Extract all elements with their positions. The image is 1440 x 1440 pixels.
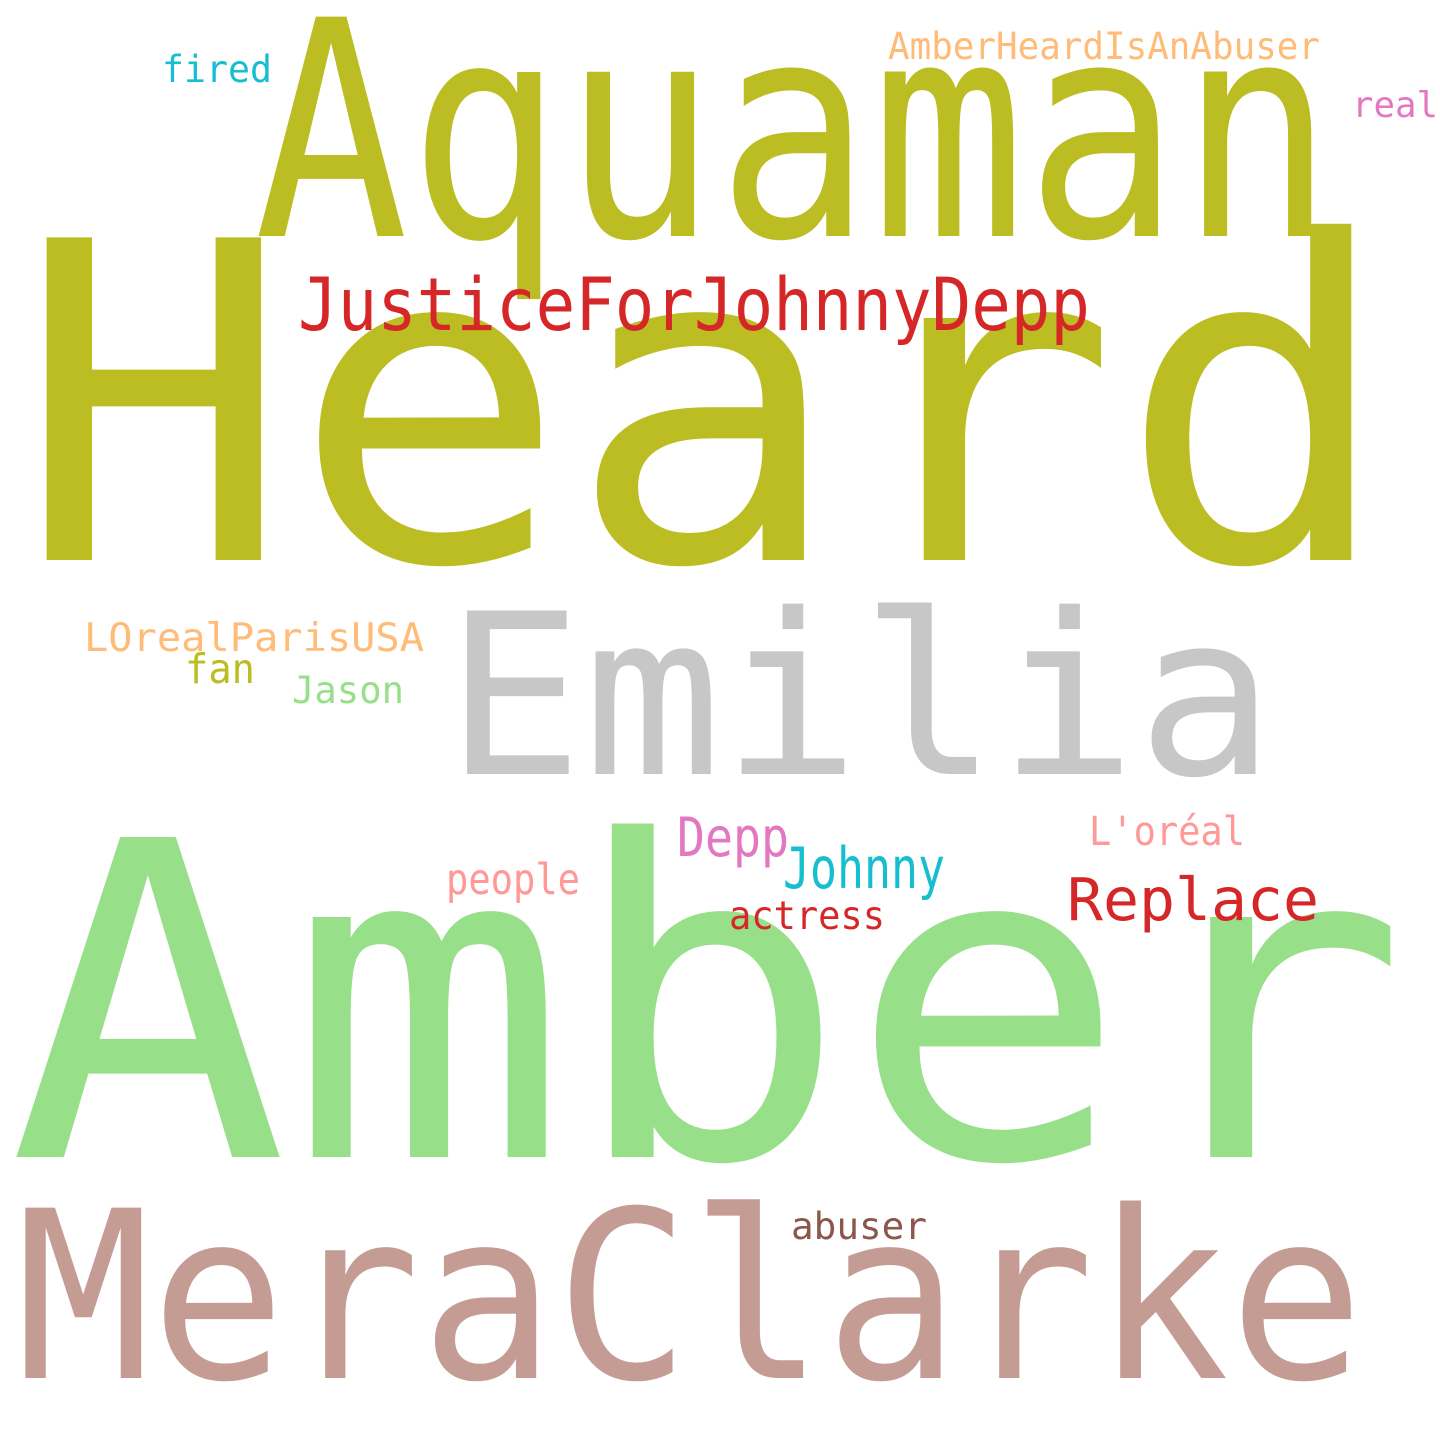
word-real: real bbox=[1352, 84, 1438, 126]
word-depp: Depp bbox=[677, 806, 789, 870]
word-johnny: Johnny bbox=[783, 836, 945, 903]
word-abuser: abuser bbox=[791, 1204, 927, 1249]
word-aquaman: Aquaman bbox=[254, 0, 1334, 307]
word-lorealparisusa: LOrealParisUSA bbox=[84, 616, 424, 662]
word-heard: Heard bbox=[16, 149, 1394, 665]
word-fan: fan bbox=[185, 645, 255, 694]
word-jason: Jason bbox=[292, 668, 404, 713]
word-justicefor-johnnydepp: JusticeForJohnnyDepp bbox=[298, 263, 1090, 349]
word-actress: actress bbox=[729, 894, 885, 940]
word-loreal: L'oréal bbox=[1089, 809, 1245, 856]
word-meraclarke: MeraClarke bbox=[16, 1161, 1364, 1434]
word-amberheardisanabuser: AmberHeardIsAnAbuser bbox=[888, 24, 1320, 69]
word-emilia: Emilia bbox=[445, 566, 1275, 828]
word-amber: Amber bbox=[8, 750, 1408, 1262]
word-people: people bbox=[446, 855, 580, 905]
word-replace: Replace bbox=[1067, 864, 1319, 934]
word-fired: fired bbox=[162, 47, 272, 92]
